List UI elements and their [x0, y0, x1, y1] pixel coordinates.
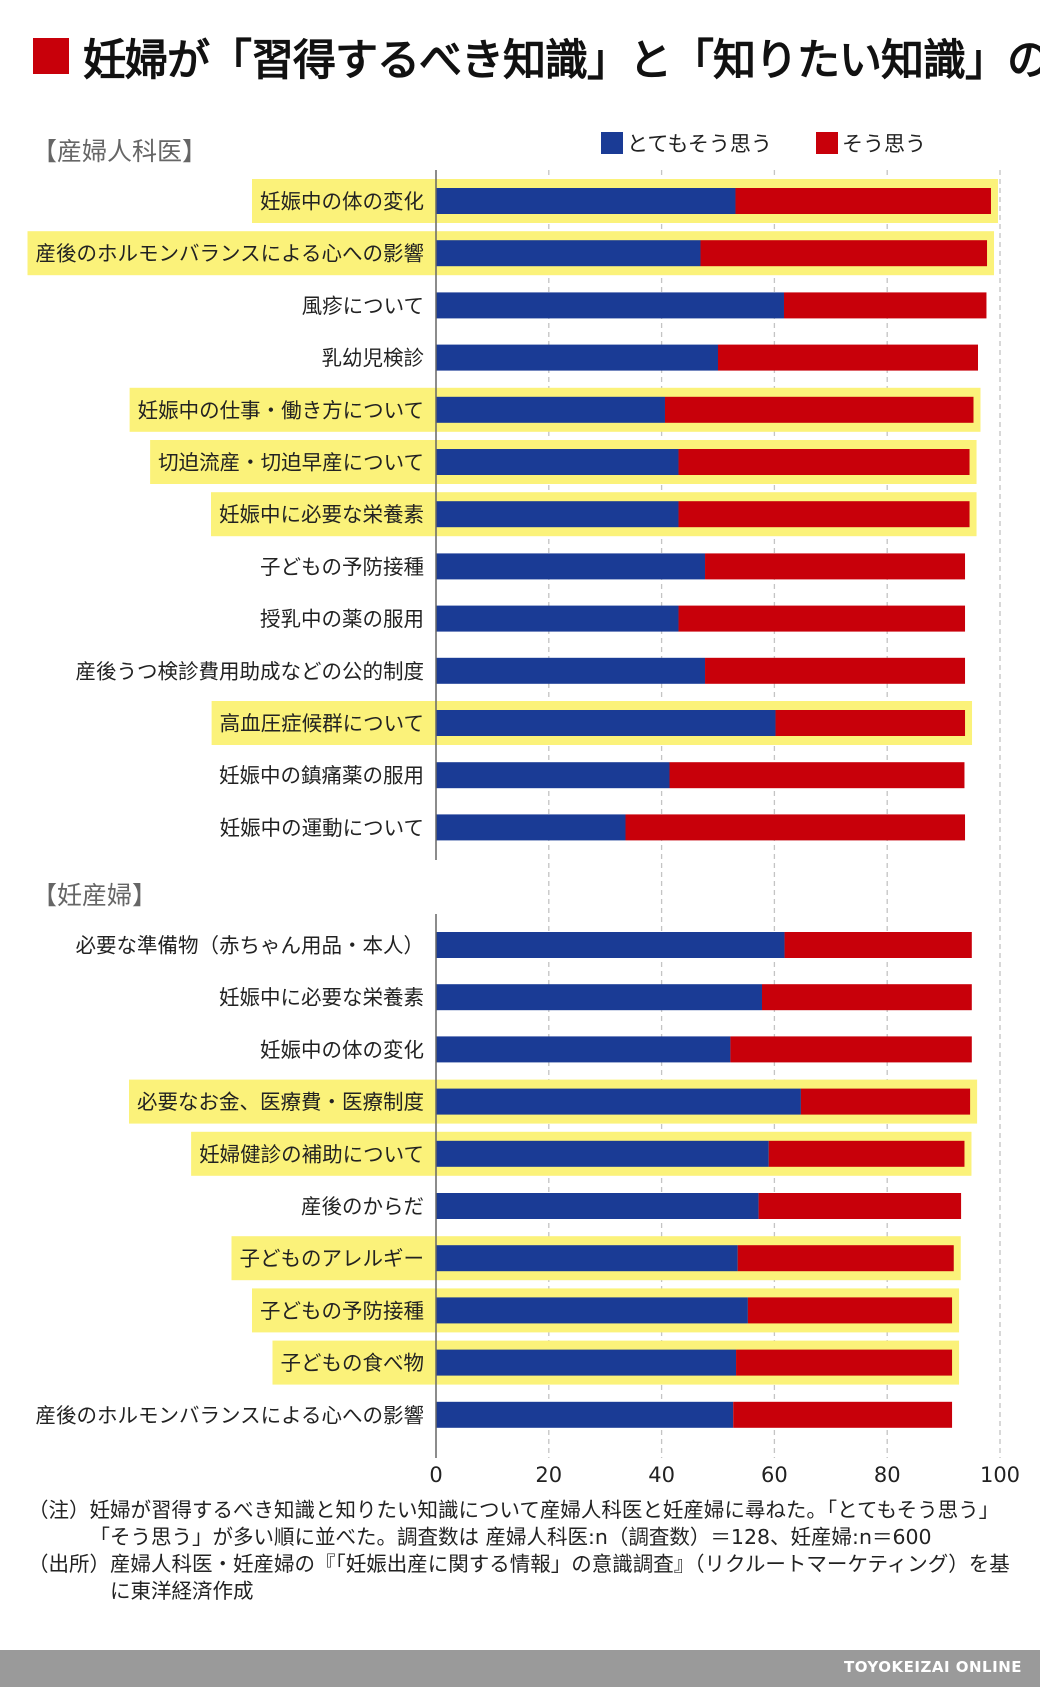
bar-agree — [783, 292, 987, 319]
bar-agree — [678, 449, 970, 475]
note-prefix: （注） — [28, 1498, 90, 1522]
category-label: 必要な準備物（赤ちゃん用品・本人） — [76, 934, 425, 958]
category-label: 必要なお金、医療費・医療制度 — [137, 1090, 424, 1114]
group-label: 【産婦人科医】 — [32, 137, 207, 166]
category-label: 子どものアレルギー — [240, 1247, 425, 1271]
title-row: 妊婦が「習得するべき知識」と「知りたい知識」の差 — [0, 0, 1040, 110]
bar-strongly-agree — [436, 984, 762, 1011]
category-label: 産後のからだ — [301, 1195, 424, 1219]
footer-brand: TOYOKEIZAI ONLINE — [843, 1658, 1022, 1676]
bar-strongly-agree — [436, 1140, 769, 1167]
bar-strongly-agree — [436, 814, 626, 841]
legend-label-strong: とてもそう思う — [627, 132, 772, 156]
category-label: 切迫流産・切迫早産について — [158, 451, 424, 475]
bar-agree — [775, 710, 966, 736]
category-label: 妊婦健診の補助について — [199, 1142, 424, 1166]
bar-agree — [669, 762, 965, 789]
category-label: 妊娠中に必要な栄養素 — [219, 986, 424, 1010]
category-label: 産後うつ検診費用助成などの公的制度 — [76, 659, 425, 683]
x-tick-label: 0 — [429, 1463, 442, 1487]
x-tick-label: 20 — [535, 1463, 562, 1487]
category-label: 妊娠中の仕事・働き方について — [138, 398, 424, 422]
x-tick-label: 80 — [874, 1463, 901, 1487]
bar-strongly-agree — [436, 292, 784, 319]
bar-strongly-agree — [436, 553, 706, 580]
bar-strongly-agree — [436, 932, 785, 958]
bar-strongly-agree — [436, 605, 679, 632]
bar-strongly-agree — [436, 657, 706, 684]
x-tick-label: 40 — [648, 1463, 675, 1487]
note-row: （注） 妊婦が習得するべき知識と知りたい知識について産婦人科医と妊産婦に尋ねた。… — [28, 1497, 1018, 1551]
stacked-bar-chart: 【産婦人科医】妊娠中の体の変化産後のホルモンバランスによる心への影響風疹について… — [27, 132, 1020, 1487]
category-label: 子どもの予防接種 — [260, 555, 424, 579]
bar-strongly-agree — [436, 710, 776, 736]
x-tick-label: 60 — [761, 1463, 788, 1487]
footer-bar: TOYOKEIZAI ONLINE — [0, 1650, 1040, 1687]
bar-agree — [625, 814, 966, 841]
note-text: 妊婦が習得するべき知識と知りたい知識について産婦人科医と妊産婦に尋ねた。「とても… — [89, 1498, 1000, 1549]
bar-strongly-agree — [436, 188, 736, 214]
bar-agree — [768, 1140, 965, 1167]
category-label: 産後のホルモンバランスによる心への影響 — [36, 1403, 424, 1427]
category-label: 妊娠中の鎮痛薬の服用 — [219, 764, 424, 788]
bar-agree — [737, 1245, 954, 1272]
bar-strongly-agree — [436, 1297, 748, 1324]
category-label: 産後のホルモンバランスによる心への影響 — [36, 242, 424, 266]
x-tick-label: 100 — [980, 1463, 1020, 1487]
source-prefix: （出所） — [28, 1552, 110, 1576]
bar-agree — [735, 188, 991, 214]
bar-strongly-agree — [436, 240, 701, 267]
bar-strongly-agree — [436, 1401, 734, 1428]
legend-swatch-agree — [816, 132, 838, 154]
category-label: 乳幼児検診 — [322, 346, 425, 370]
source-row: （出所） 産婦人科医・妊産婦の『「妊娠出産に関する情報」の意識調査』（リクルート… — [28, 1551, 1018, 1605]
bar-agree — [678, 605, 966, 632]
bar-strongly-agree — [436, 762, 670, 789]
bar-agree — [758, 1193, 962, 1219]
bar-layer — [436, 188, 991, 1428]
bar-agree — [733, 1401, 953, 1428]
bar-agree — [705, 553, 966, 580]
title-square-icon — [33, 38, 69, 74]
bar-strongly-agree — [436, 1193, 759, 1219]
page-title: 妊婦が「習得するべき知識」と「知りたい知識」の差 — [83, 36, 1040, 86]
category-label: 妊娠中に必要な栄養素 — [219, 503, 424, 527]
category-label: 授乳中の薬の服用 — [260, 607, 424, 631]
category-label: 子どもの食べ物 — [281, 1351, 425, 1375]
bar-agree — [664, 396, 974, 423]
legend-label-agree: そう思う — [842, 132, 926, 156]
bar-agree — [678, 501, 970, 528]
bar-agree — [747, 1297, 953, 1324]
source-text: 産婦人科医・妊産婦の『「妊娠出産に関する情報」の意識調査』（リクルートマーケティ… — [110, 1552, 1010, 1603]
bar-agree — [800, 1088, 971, 1115]
bar-strongly-agree — [436, 1036, 731, 1063]
bar-agree — [784, 932, 972, 958]
bar-strongly-agree — [436, 396, 665, 423]
bar-strongly-agree — [436, 1349, 737, 1376]
legend: とてもそう思う そう思う — [601, 132, 926, 156]
group-label: 【妊産婦】 — [32, 881, 157, 910]
bar-agree — [718, 344, 979, 371]
legend-swatch-strong — [601, 132, 623, 154]
category-label: 妊娠中の体の変化 — [260, 1038, 424, 1062]
bar-agree — [730, 1036, 972, 1063]
bar-strongly-agree — [436, 501, 679, 528]
bar-strongly-agree — [436, 1245, 738, 1272]
category-label: 風疹について — [302, 294, 424, 318]
category-label: 高血圧症候群について — [220, 712, 424, 736]
bar-agree — [700, 240, 988, 267]
category-label: 妊娠中の体の変化 — [260, 190, 424, 214]
bar-agree — [761, 984, 972, 1011]
notes: （注） 妊婦が習得するべき知識と知りたい知識について産婦人科医と妊産婦に尋ねた。… — [28, 1497, 1018, 1605]
bar-strongly-agree — [436, 449, 679, 475]
bar-agree — [705, 657, 966, 684]
category-label: 妊娠中の運動について — [220, 816, 424, 840]
bar-strongly-agree — [436, 344, 718, 371]
bar-strongly-agree — [436, 1088, 801, 1115]
label-layer: 【産婦人科医】妊娠中の体の変化産後のホルモンバランスによる心への影響風疹について… — [32, 137, 1020, 1487]
category-label: 子どもの予防接種 — [260, 1299, 424, 1323]
bar-agree — [736, 1349, 953, 1376]
